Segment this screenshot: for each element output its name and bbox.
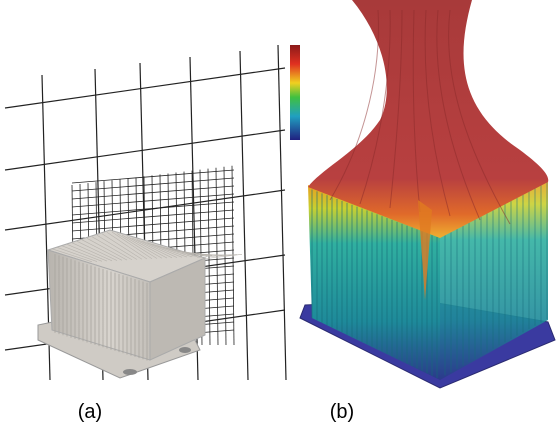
panel-a [5, 45, 286, 380]
mesh-line [240, 51, 248, 380]
mesh-line [278, 45, 286, 380]
screw-hole [179, 347, 191, 353]
mesh-line [5, 68, 285, 108]
panel-label: (a) [78, 401, 102, 423]
panel-b [300, 0, 555, 388]
panel-label: (b) [330, 401, 354, 423]
figure: (a) (b) [0, 0, 560, 430]
screw-hole [123, 369, 137, 375]
page: (a) (b) (() => { const data = JSON.parse… [0, 0, 560, 430]
mesh-line [5, 190, 285, 230]
mesh-line [72, 170, 234, 183]
colorbar [290, 45, 300, 140]
